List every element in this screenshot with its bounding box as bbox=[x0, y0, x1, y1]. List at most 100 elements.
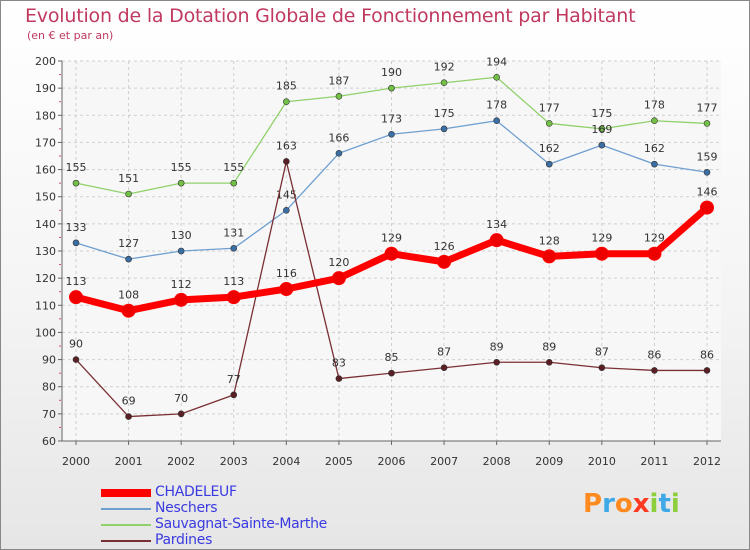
data-label-pardines-2006: 85 bbox=[385, 351, 399, 364]
point-sauvagnat-sainte-marthe-2005 bbox=[335, 92, 343, 100]
point-neschers-2004 bbox=[283, 206, 290, 214]
point-chadeleuf-2009 bbox=[542, 249, 557, 264]
point-sauvagnat-sainte-marthe-2011 bbox=[651, 117, 658, 125]
y-tick-label-170: 170 bbox=[35, 136, 56, 149]
data-label-chadeleuf-2012: 146 bbox=[697, 186, 718, 199]
y-tick-label-120: 120 bbox=[35, 272, 56, 285]
point-sauvagnat-sainte-marthe-2000 bbox=[72, 179, 80, 187]
point-sauvagnat-sainte-marthe-2008 bbox=[493, 73, 500, 81]
data-label-neschers-2007: 175 bbox=[434, 107, 455, 120]
legend-label-chadeleuf: CHADELEUF bbox=[155, 484, 237, 500]
y-tick-label-140: 140 bbox=[35, 218, 56, 231]
y-tick-label-110: 110 bbox=[35, 299, 56, 312]
x-tick-label-2003: 2003 bbox=[220, 455, 248, 468]
logo-letter-1: P bbox=[583, 489, 603, 519]
y-tick-label-160: 160 bbox=[35, 164, 56, 177]
data-label-sauvagnat-sainte-marthe-2000: 155 bbox=[66, 161, 87, 174]
data-label-pardines-2000: 90 bbox=[69, 338, 83, 351]
point-chadeleuf-2004 bbox=[279, 282, 294, 296]
x-tick-label-2010: 2010 bbox=[588, 455, 616, 468]
point-pardines-2012 bbox=[703, 367, 711, 374]
point-pardines-2004 bbox=[283, 158, 290, 165]
point-neschers-2003 bbox=[230, 244, 238, 252]
data-label-chadeleuf-2004: 116 bbox=[276, 267, 297, 280]
data-label-sauvagnat-sainte-marthe-2009: 177 bbox=[539, 101, 560, 114]
logo-letter-3: o bbox=[614, 489, 633, 519]
data-label-pardines-2011: 86 bbox=[647, 348, 661, 361]
data-label-sauvagnat-sainte-marthe-2005: 187 bbox=[328, 74, 349, 87]
legend-swatch-chadeleuf bbox=[101, 489, 151, 497]
data-label-neschers-2005: 166 bbox=[328, 131, 349, 144]
point-sauvagnat-sainte-marthe-2007 bbox=[440, 79, 448, 87]
data-label-sauvagnat-sainte-marthe-2004: 185 bbox=[276, 80, 297, 93]
data-label-sauvagnat-sainte-marthe-2012: 177 bbox=[697, 101, 718, 114]
point-sauvagnat-sainte-marthe-2012 bbox=[703, 120, 711, 127]
y-tick-label-70: 70 bbox=[42, 408, 56, 421]
data-label-sauvagnat-sainte-marthe-2010: 175 bbox=[591, 107, 612, 120]
x-tick-label-2004: 2004 bbox=[272, 455, 300, 468]
point-neschers-2008 bbox=[493, 117, 500, 125]
point-chadeleuf-2012 bbox=[700, 200, 714, 215]
data-label-chadeleuf-2008: 134 bbox=[486, 218, 507, 231]
logo-letter-4: x bbox=[632, 489, 650, 519]
point-chadeleuf-2011 bbox=[647, 246, 662, 261]
point-neschers-2009 bbox=[545, 160, 553, 168]
data-label-pardines-2009: 89 bbox=[542, 340, 556, 353]
y-tick-label-150: 150 bbox=[35, 191, 56, 204]
legend-swatch-neschers bbox=[101, 508, 151, 510]
legend-swatch-pardines bbox=[101, 540, 151, 542]
x-tick-label-2012: 2012 bbox=[693, 455, 721, 468]
x-tick-label-2011: 2011 bbox=[640, 455, 668, 468]
y-tick-label-180: 180 bbox=[35, 109, 56, 122]
point-pardines-2003 bbox=[230, 391, 238, 399]
point-neschers-2001 bbox=[125, 255, 132, 263]
data-label-pardines-2012: 86 bbox=[700, 348, 714, 361]
point-chadeleuf-2001 bbox=[121, 303, 136, 318]
point-neschers-2007 bbox=[440, 125, 448, 133]
point-sauvagnat-sainte-marthe-2003 bbox=[230, 179, 238, 187]
logo-letter-2: r bbox=[602, 489, 615, 519]
y-tick-label-130: 130 bbox=[35, 245, 56, 258]
x-tick-label-2007: 2007 bbox=[430, 455, 458, 468]
point-neschers-2010 bbox=[598, 141, 606, 149]
data-label-neschers-2000: 133 bbox=[66, 221, 87, 234]
x-tick-label-2008: 2008 bbox=[483, 455, 511, 468]
y-tick-label-200: 200 bbox=[35, 55, 56, 68]
logo-letter-7: i bbox=[670, 489, 680, 519]
data-label-chadeleuf-2003: 113 bbox=[223, 275, 244, 288]
point-pardines-2010 bbox=[598, 364, 606, 372]
data-label-pardines-2004: 163 bbox=[276, 139, 297, 152]
legend-swatch-sauvagnat bbox=[101, 524, 151, 526]
data-label-neschers-2004: 145 bbox=[276, 188, 297, 201]
x-tick-label-2001: 2001 bbox=[115, 455, 143, 468]
data-label-neschers-2011: 162 bbox=[644, 142, 665, 155]
data-label-sauvagnat-sainte-marthe-2002: 155 bbox=[171, 161, 192, 174]
x-tick-label-2009: 2009 bbox=[535, 455, 563, 468]
point-chadeleuf-2003 bbox=[226, 290, 241, 305]
data-label-neschers-2009: 162 bbox=[539, 142, 560, 155]
data-label-sauvagnat-sainte-marthe-2003: 155 bbox=[223, 161, 244, 174]
data-label-chadeleuf-2000: 113 bbox=[66, 275, 87, 288]
data-label-neschers-2003: 131 bbox=[223, 226, 244, 239]
point-pardines-2005 bbox=[335, 375, 343, 382]
data-label-sauvagnat-sainte-marthe-2007: 192 bbox=[434, 61, 455, 74]
point-neschers-2005 bbox=[335, 149, 343, 157]
data-label-chadeleuf-2001: 108 bbox=[118, 289, 139, 302]
y-tick-label-60: 60 bbox=[42, 435, 56, 448]
data-label-pardines-2010: 87 bbox=[595, 346, 609, 359]
y-tick-label-190: 190 bbox=[35, 82, 56, 95]
logo-letter-6: t bbox=[658, 489, 671, 519]
point-pardines-2011 bbox=[651, 367, 658, 374]
chart-title: Evolution de la Dotation Globale de Fonc… bbox=[25, 5, 636, 27]
data-label-neschers-2006: 173 bbox=[381, 112, 402, 125]
point-chadeleuf-2005 bbox=[331, 271, 346, 286]
point-sauvagnat-sainte-marthe-2002 bbox=[177, 179, 185, 187]
proxiti-logo: Proxiti bbox=[583, 489, 680, 519]
data-label-pardines-2005: 83 bbox=[332, 357, 346, 370]
data-label-pardines-2002: 70 bbox=[174, 392, 188, 405]
point-chadeleuf-2007 bbox=[437, 254, 452, 269]
data-label-pardines-2008: 89 bbox=[490, 340, 504, 353]
point-pardines-2002 bbox=[177, 410, 185, 418]
point-sauvagnat-sainte-marthe-2009 bbox=[545, 120, 553, 127]
